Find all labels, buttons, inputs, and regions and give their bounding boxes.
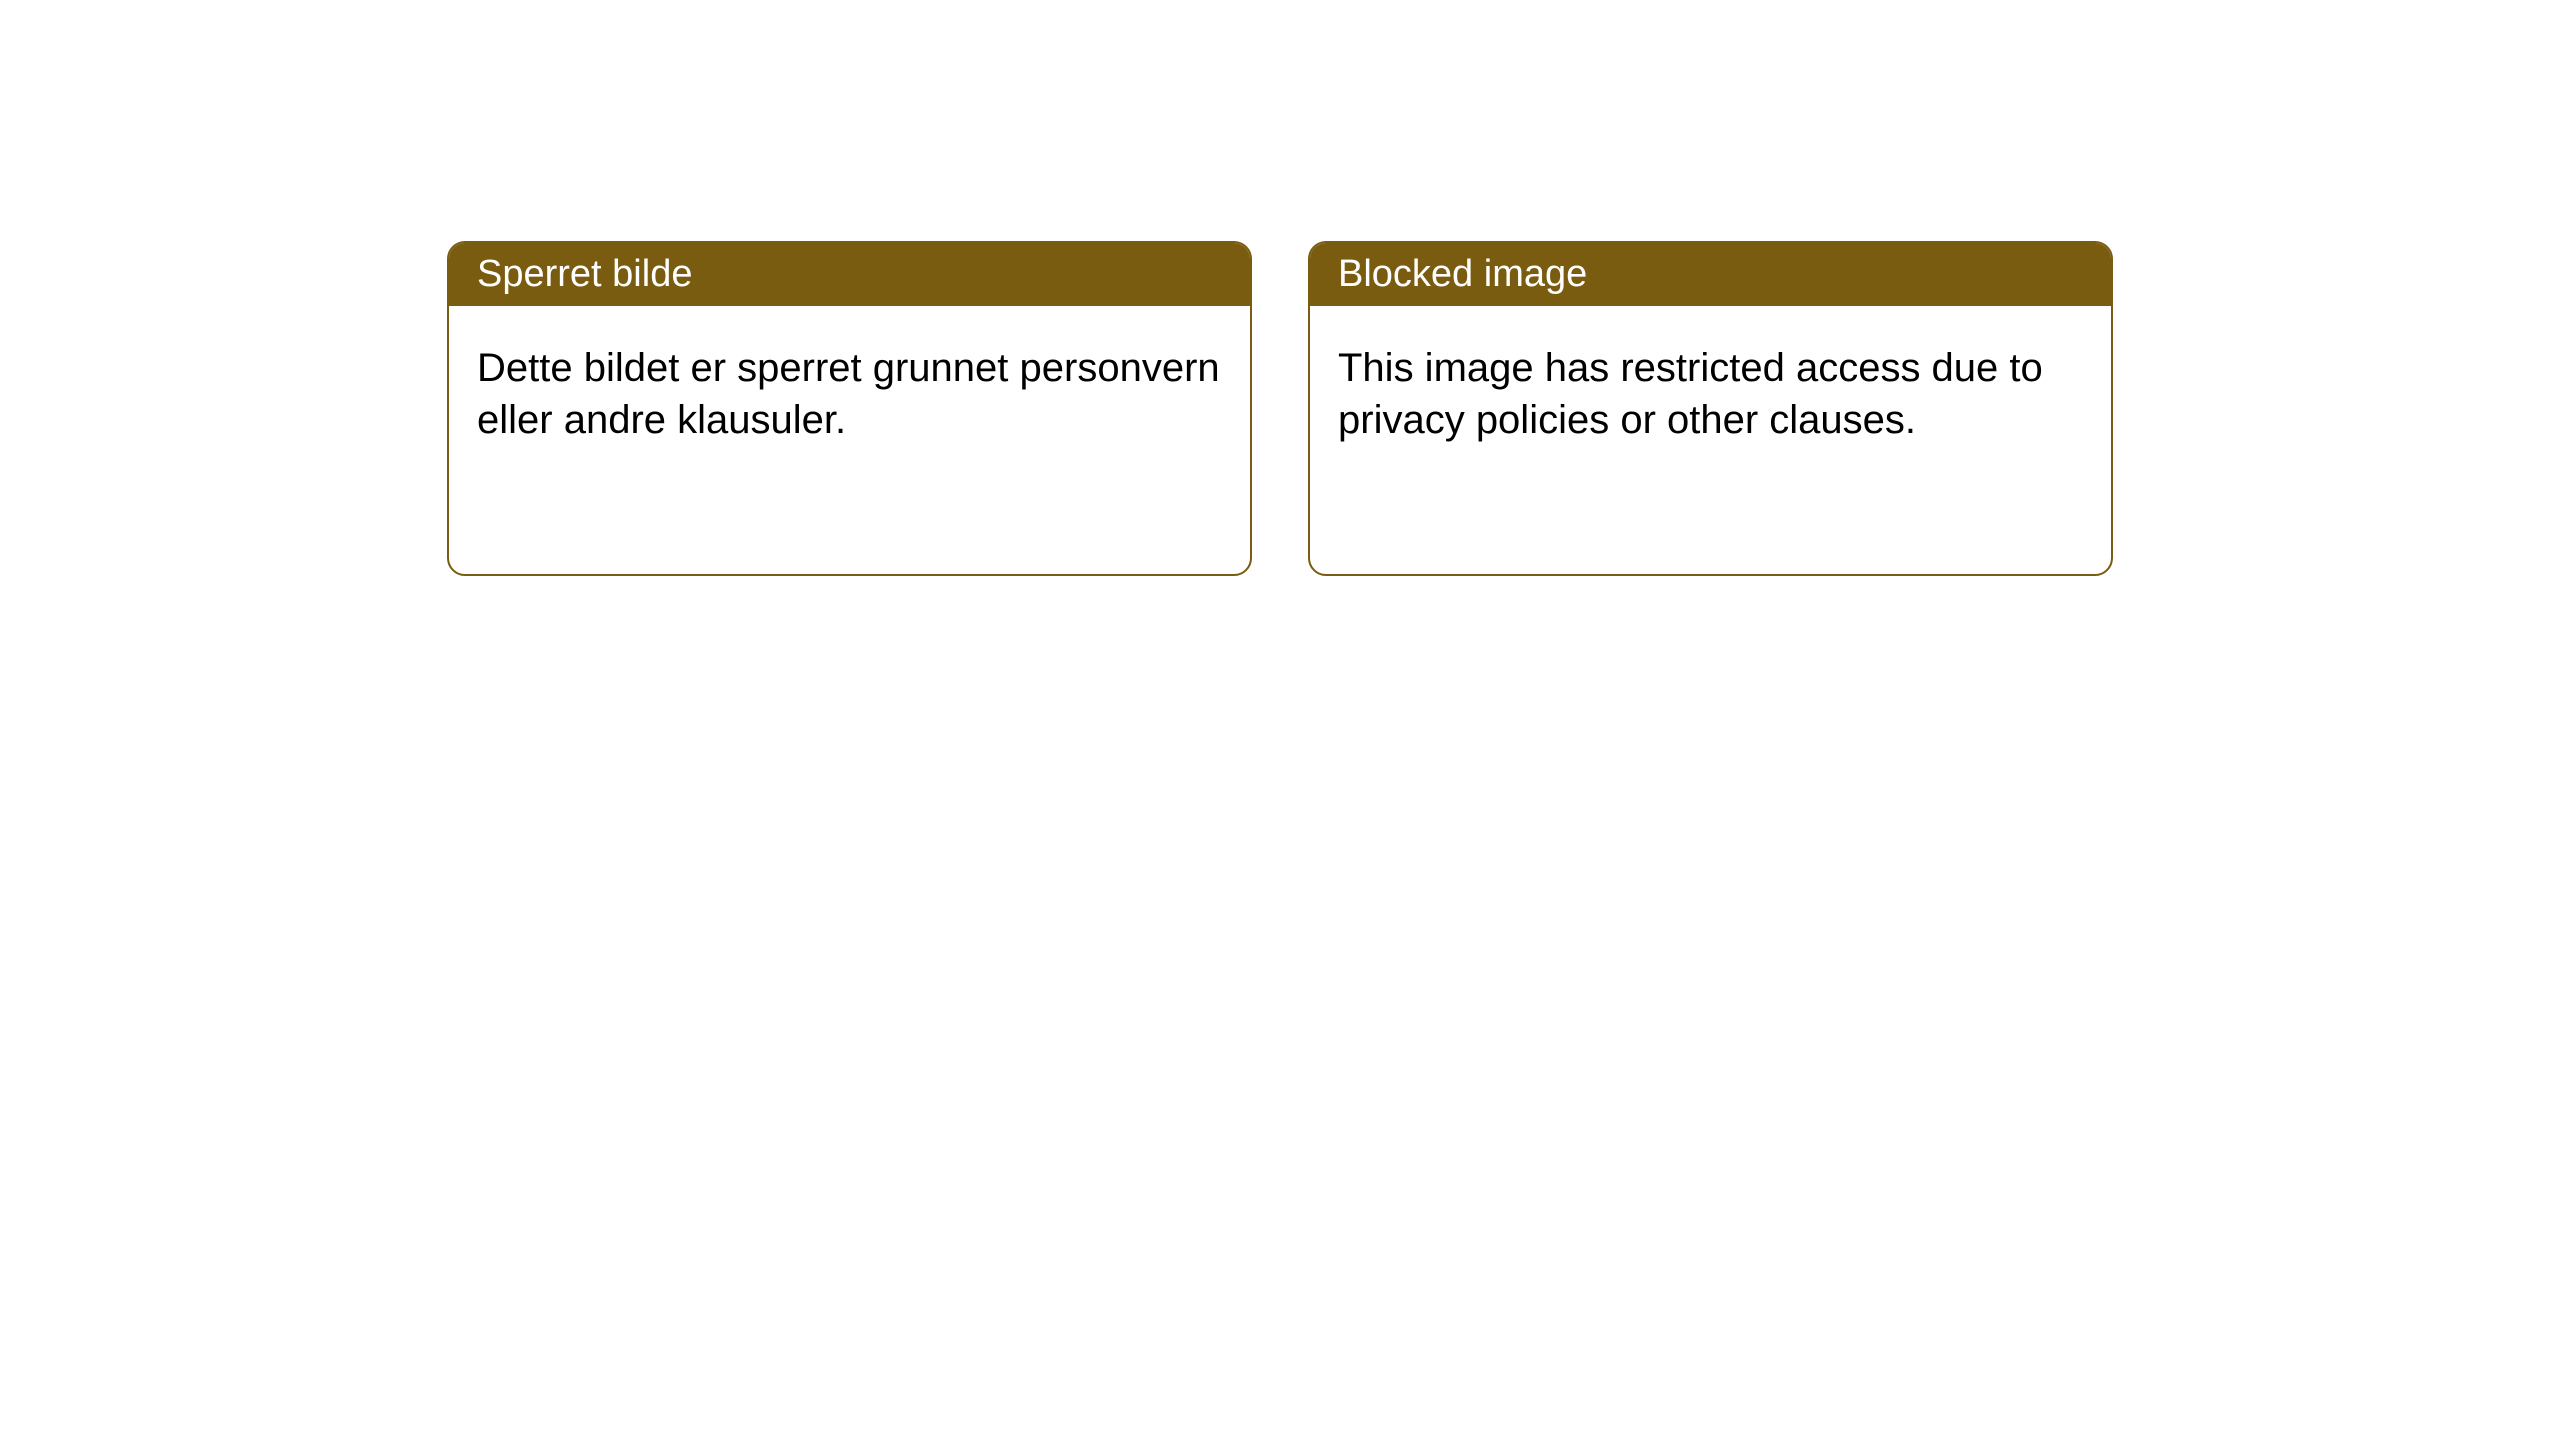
notice-card-english: Blocked image This image has restricted … — [1308, 241, 2113, 576]
notice-card-body: This image has restricted access due to … — [1310, 306, 2111, 482]
notice-card-title: Blocked image — [1310, 243, 2111, 306]
notice-container: Sperret bilde Dette bildet er sperret gr… — [0, 0, 2560, 576]
notice-card-title: Sperret bilde — [449, 243, 1250, 306]
notice-card-norwegian: Sperret bilde Dette bildet er sperret gr… — [447, 241, 1252, 576]
notice-card-body: Dette bildet er sperret grunnet personve… — [449, 306, 1250, 482]
